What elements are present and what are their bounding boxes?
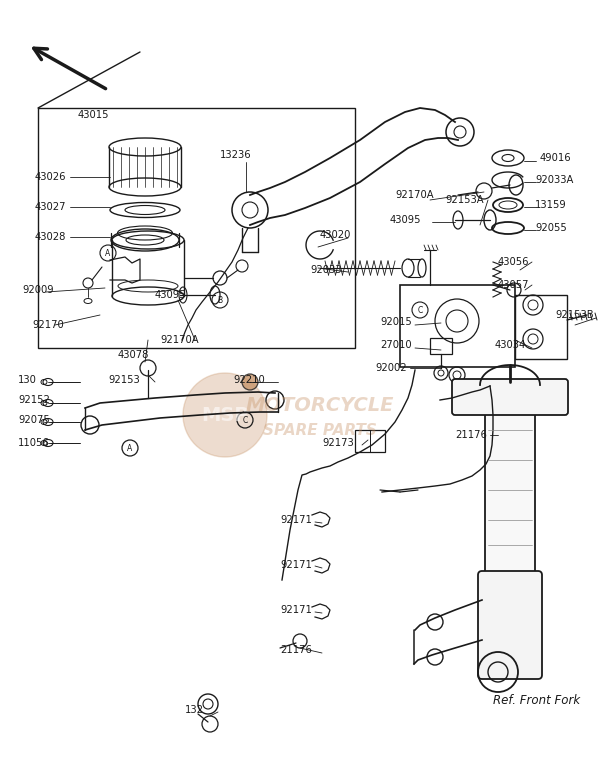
- Text: 92171: 92171: [280, 605, 312, 615]
- Bar: [38, 108, 355, 348]
- Text: 92055: 92055: [535, 223, 567, 233]
- Text: 92173: 92173: [322, 438, 354, 448]
- Text: 92170: 92170: [32, 320, 64, 330]
- Text: 92033A: 92033A: [535, 175, 574, 185]
- Text: 132: 132: [185, 705, 204, 715]
- Text: 92210: 92210: [233, 375, 265, 385]
- Text: A: A: [106, 248, 110, 258]
- Text: 92153B: 92153B: [555, 310, 593, 320]
- Text: 92153: 92153: [108, 375, 140, 385]
- Text: 49016: 49016: [540, 153, 572, 163]
- Text: MSP: MSP: [201, 405, 249, 425]
- Text: 43026: 43026: [35, 172, 67, 182]
- Text: 13236: 13236: [220, 150, 251, 160]
- Text: 11056: 11056: [18, 438, 50, 448]
- Text: 92170A: 92170A: [395, 190, 434, 200]
- Text: 92009: 92009: [22, 285, 53, 295]
- Text: 43095: 43095: [390, 215, 421, 225]
- Text: 92002: 92002: [375, 363, 407, 373]
- Text: 92170A: 92170A: [160, 335, 199, 345]
- Text: 92033: 92033: [310, 265, 341, 275]
- FancyBboxPatch shape: [452, 379, 568, 415]
- Text: 43078: 43078: [118, 350, 149, 360]
- Text: C: C: [242, 415, 248, 425]
- Text: 43034: 43034: [495, 340, 526, 350]
- Text: 92015: 92015: [380, 317, 412, 327]
- Text: 21176: 21176: [455, 430, 487, 440]
- Text: 43028: 43028: [35, 232, 67, 242]
- Text: 13159: 13159: [535, 200, 567, 210]
- Text: 92171: 92171: [280, 560, 312, 570]
- Circle shape: [242, 374, 258, 390]
- Text: 43057: 43057: [498, 280, 530, 290]
- Circle shape: [183, 373, 267, 457]
- Text: A: A: [127, 443, 133, 453]
- Text: 92171: 92171: [280, 515, 312, 525]
- Text: C: C: [418, 306, 422, 314]
- Text: Ref. Front Fork: Ref. Front Fork: [493, 693, 580, 706]
- FancyBboxPatch shape: [478, 571, 542, 679]
- Text: 92075: 92075: [18, 415, 50, 425]
- FancyBboxPatch shape: [485, 387, 535, 578]
- Text: 130: 130: [18, 375, 37, 385]
- Text: 43027: 43027: [35, 202, 67, 212]
- Text: B: B: [217, 296, 223, 304]
- Text: 43015: 43015: [78, 110, 110, 120]
- Text: 27010: 27010: [380, 340, 412, 350]
- Text: 21176: 21176: [280, 645, 312, 655]
- Text: 92152: 92152: [18, 395, 50, 405]
- Text: SPARE PARTS: SPARE PARTS: [263, 422, 377, 437]
- Text: 92153A: 92153A: [445, 195, 484, 205]
- Text: 43056: 43056: [498, 257, 530, 267]
- Text: 43095: 43095: [155, 290, 187, 300]
- Text: MOTORCYCLE: MOTORCYCLE: [246, 395, 394, 415]
- Text: 43020: 43020: [320, 230, 352, 240]
